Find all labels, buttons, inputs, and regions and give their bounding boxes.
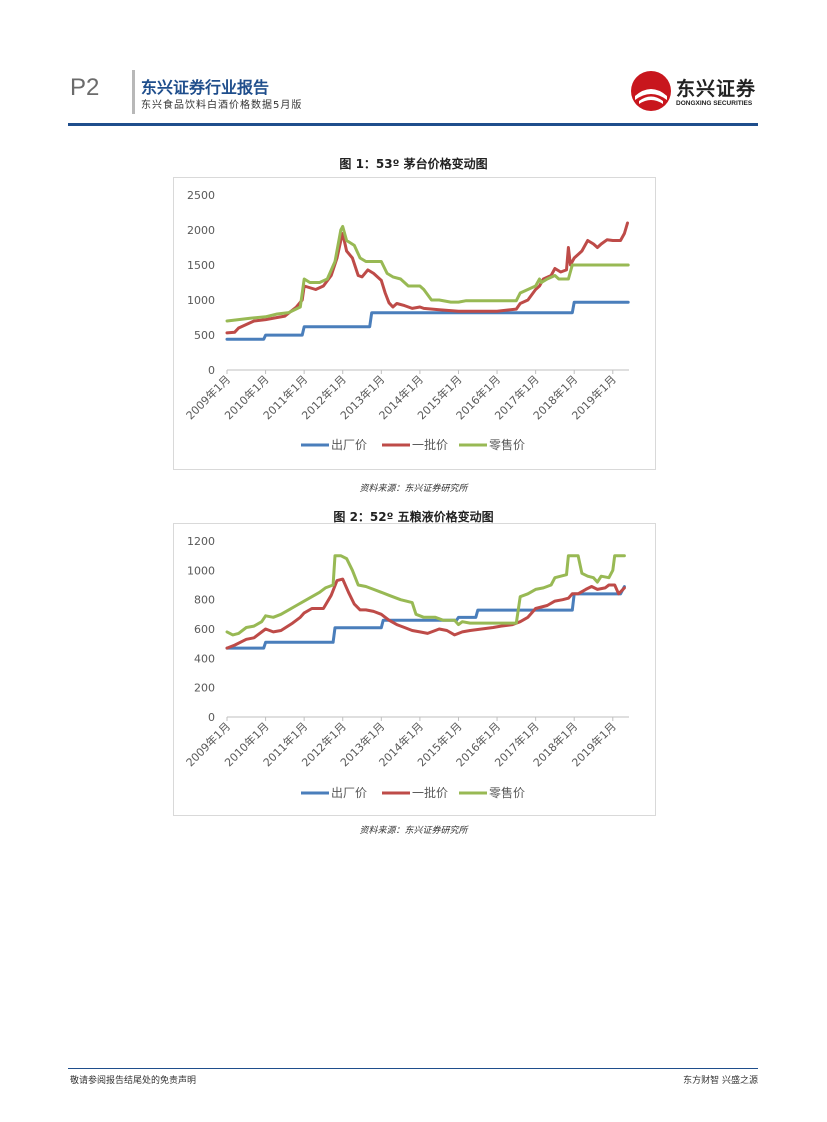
logo-emblem-icon [631, 71, 671, 111]
report-title: 东兴证券行业报告 [141, 78, 270, 97]
footer-rule [68, 1068, 758, 1069]
footer-disclaimer: 敬请参阅报告结尾处的免责声明 [70, 1076, 197, 1086]
series-line-2 [225, 577, 626, 650]
y-tick-label: 800 [194, 594, 215, 607]
report-subtitle: 东兴食品饮料白酒价格数据5月版 [141, 100, 303, 111]
figure-1-chart-box: 0 500 1000 1500 2000 2500 2009年1月 2010年1月 2011年1… [173, 177, 656, 470]
header-divider [132, 70, 135, 114]
legend-label-2: 一批价 [412, 437, 448, 452]
figure-1-chart: 050010001500200025002009年1月2010年1月2011年1… [183, 189, 630, 452]
series-line-3 [225, 225, 630, 323]
figure-2-title: 图 2：52º 五粮液价格变动图 [333, 510, 494, 524]
series-line-3 [225, 554, 626, 637]
series-line-1 [225, 300, 630, 341]
page-number: P2 [70, 74, 100, 101]
y-tick-label: 1000 [187, 294, 215, 307]
y-tick-label: 500 [194, 329, 215, 342]
legend-label-3: 零售价 [489, 437, 525, 452]
footer-slogan: 东方财智 兴盛之源 [683, 1076, 758, 1086]
logo-english-name: DONGXING SECURITIES [676, 100, 753, 107]
y-tick-label: 1000 [187, 564, 215, 577]
y-tick-label: 200 [194, 682, 215, 695]
y-tick-label: 0 [208, 364, 215, 377]
legend-label-1: 出厂价 [331, 786, 367, 800]
company-logo: 东兴证券 DONGXING SECURITIES [630, 70, 760, 114]
figure-1-title: 图 1：53º 茅台价格变动图 [339, 157, 488, 171]
y-tick-label: 1500 [187, 259, 215, 272]
legend-label-2: 一批价 [412, 785, 448, 800]
figure-2-chart: 0200400600800100012002009年1月2010年1月2011年… [183, 535, 629, 800]
y-tick-label: 400 [194, 652, 215, 665]
y-tick-label: 0 [208, 711, 215, 724]
figure-1-source: 资料来源：东兴证券研究所 [359, 484, 468, 494]
legend-label-1: 出厂价 [331, 438, 367, 452]
header-rule [68, 123, 758, 126]
y-tick-label: 2000 [187, 224, 215, 237]
logo-name: 东兴证券 [676, 78, 757, 100]
figure-2-source: 资料来源：东兴证券研究所 [359, 826, 468, 836]
y-tick-label: 1200 [187, 535, 215, 548]
y-tick-label: 600 [194, 623, 215, 636]
figure-2-chart-box: 0 200 400 600 800 1000 1200 2009年1月 2010年1月 2011年… [173, 523, 656, 816]
y-tick-label: 2500 [187, 189, 215, 202]
legend-label-3: 零售价 [489, 785, 525, 800]
